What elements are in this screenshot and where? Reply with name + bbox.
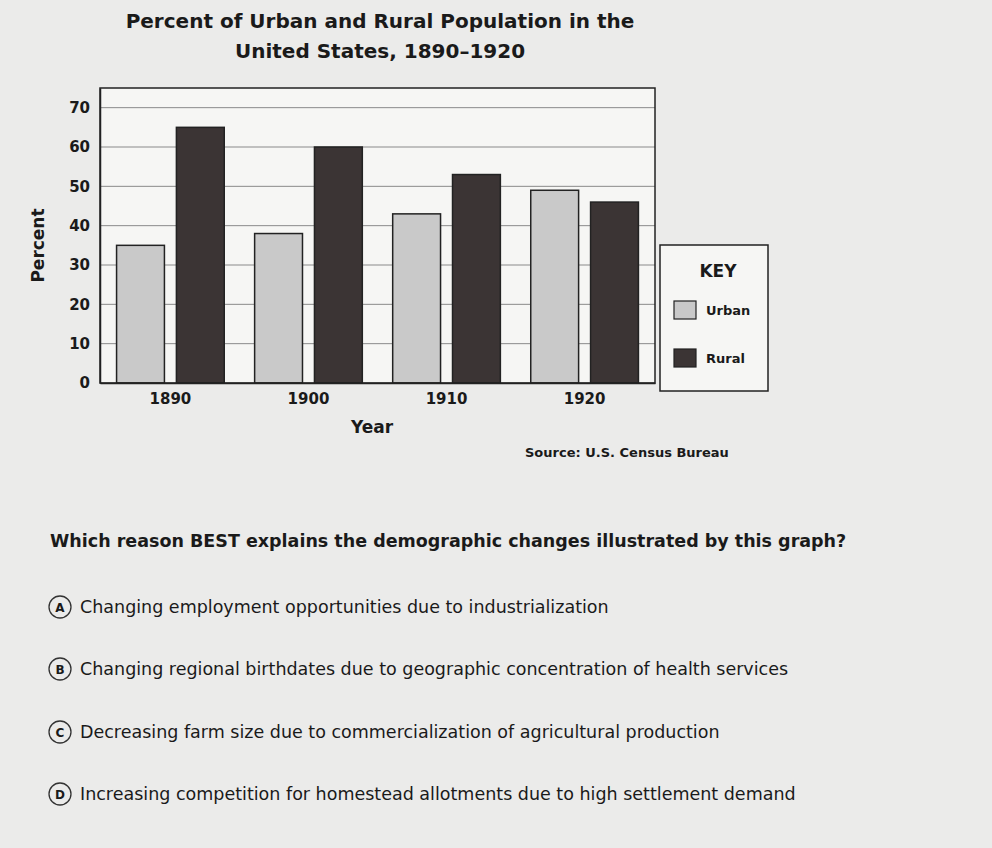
source: Source: U.S. Census Bureau (525, 445, 729, 460)
option-text[interactable]: Increasing competition for homestead all… (80, 784, 796, 804)
x-axis-line (101, 383, 656, 385)
x-tick-label: 1920 (564, 390, 606, 408)
y-tick: 50 (69, 178, 100, 196)
bar (255, 234, 303, 383)
x-tick: 1900 (288, 383, 330, 408)
y-tick-label: 20 (69, 296, 90, 314)
bar (393, 214, 441, 383)
y-tick-label: 50 (69, 178, 90, 196)
y-tick: 70 (69, 99, 100, 117)
grid (100, 108, 655, 383)
x-tick-label: 1900 (288, 390, 330, 408)
y-tick-label: 30 (69, 256, 90, 274)
option-text[interactable]: Decreasing farm size due to commercializ… (80, 722, 720, 742)
x-tick-label: 1890 (150, 390, 192, 408)
legend-swatch (674, 301, 696, 319)
bar (176, 127, 224, 383)
y-tick: 20 (69, 296, 100, 314)
option-letter[interactable]: A (55, 601, 65, 615)
grid-line (100, 107, 655, 108)
option[interactable]: A Changing employment opportunities due t… (49, 596, 609, 618)
option-circle[interactable] (49, 721, 71, 743)
title: Percent of Urban and Rural Population in… (126, 9, 635, 33)
y-tick-label: 10 (69, 335, 90, 353)
option-circle[interactable] (49, 783, 71, 805)
option-circle[interactable] (49, 596, 71, 618)
legend-title: KEY (699, 261, 737, 281)
plot-background (100, 88, 655, 383)
question: Which reason BEST explains the demograph… (50, 531, 846, 551)
option[interactable]: B Changing regional birthdates due to geo… (49, 658, 788, 680)
option-text[interactable]: Changing employment opportunities due to… (80, 597, 609, 617)
y-axis: 0 10 20 30 40 50 60 70 (69, 89, 100, 393)
option[interactable]: C Decreasing farm size due to commerciali… (49, 721, 720, 743)
option-letter[interactable]: D (55, 788, 65, 802)
option-circle[interactable] (49, 658, 71, 680)
page: Percent of Urban and Rural Population in… (0, 0, 992, 848)
legend-label: Rural (706, 351, 745, 366)
x-tick-label: 1910 (426, 390, 468, 408)
x-axis: 1890 1900 1910 1920 (101, 383, 656, 408)
option-text[interactable]: Changing regional birthdates due to geog… (80, 659, 788, 679)
bar (591, 202, 639, 383)
y-tick-label: 60 (69, 138, 90, 156)
y-tick: 30 (69, 256, 100, 274)
y-tick-label: 70 (69, 99, 90, 117)
x-tick: 1920 (564, 383, 606, 408)
y-tick: 40 (69, 217, 100, 235)
option-letter[interactable]: B (55, 663, 64, 677)
legend-label: Urban (706, 303, 750, 318)
y-axis-label: Percent (28, 208, 48, 282)
bar (531, 190, 579, 383)
y-axis-line (100, 89, 102, 384)
bar (117, 245, 165, 383)
title: United States, 1890–1920 (235, 39, 525, 63)
x-axis-label: Year (350, 417, 394, 437)
y-tick-label: 0 (80, 374, 90, 392)
option-letter[interactable]: C (56, 726, 65, 740)
legend: KEY Urban Rural (660, 245, 768, 391)
x-tick: 1890 (150, 383, 192, 408)
plot-frame (100, 88, 655, 383)
y-tick: 60 (69, 138, 100, 156)
y-tick: 10 (69, 335, 100, 353)
x-tick: 1910 (426, 383, 468, 408)
y-tick-label: 40 (69, 217, 90, 235)
bars (117, 127, 639, 383)
bar (314, 147, 362, 383)
option[interactable]: D Increasing competition for homestead al… (49, 783, 796, 805)
bar (453, 175, 501, 383)
legend-box (660, 245, 768, 391)
legend-swatch (674, 349, 696, 367)
y-tick: 0 (80, 374, 100, 392)
